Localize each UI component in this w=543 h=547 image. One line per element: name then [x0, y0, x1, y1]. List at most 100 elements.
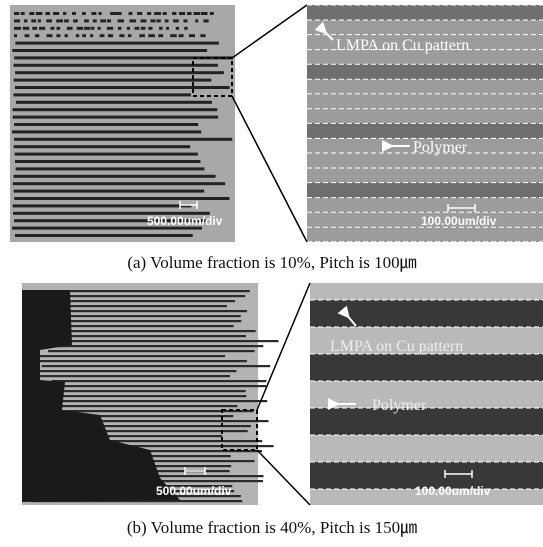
stripe — [100, 34, 105, 37]
stripe — [34, 375, 230, 377]
stripe — [159, 27, 163, 30]
stripe — [14, 27, 21, 30]
stripe — [117, 12, 122, 15]
stripe — [46, 330, 256, 332]
stripe — [42, 365, 271, 367]
stripe — [34, 405, 237, 407]
scale-label: 100.00um/div — [415, 484, 491, 498]
stripe — [15, 153, 198, 156]
page: 500.00um/div LMPA on Cu pattern Polymer … — [0, 0, 543, 547]
stripe — [157, 19, 161, 22]
stripe — [91, 27, 94, 30]
stripe — [31, 19, 36, 22]
stripe — [158, 34, 163, 37]
figure: 500.00um/div LMPA on Cu pattern Polymer … — [0, 0, 543, 547]
stripe — [28, 360, 247, 362]
stripe — [56, 19, 63, 22]
band — [310, 408, 543, 435]
stripe — [14, 34, 17, 37]
zoom-line — [257, 450, 310, 505]
stripe — [56, 34, 60, 37]
stripe — [200, 34, 205, 37]
stripe — [15, 234, 193, 237]
stripe — [25, 34, 30, 37]
stripe — [141, 19, 147, 22]
stripe — [73, 19, 78, 22]
stripe — [118, 27, 122, 30]
stripe — [176, 27, 179, 30]
stripe — [91, 12, 96, 15]
stripe — [39, 27, 45, 30]
stripe — [82, 34, 86, 37]
stripe — [76, 34, 79, 37]
annotation: Polymer — [413, 139, 468, 156]
stripe — [72, 12, 76, 15]
caption: (b) Volume fraction is 40%, Pitch is 150… — [127, 518, 417, 538]
stripe — [166, 27, 169, 30]
stripe — [98, 12, 101, 15]
stripe — [14, 138, 232, 141]
stripe — [32, 390, 245, 392]
stripe — [53, 400, 267, 402]
annotation: Polymer — [372, 397, 427, 414]
stripe — [47, 34, 53, 37]
band — [310, 300, 543, 327]
stripe — [12, 130, 201, 133]
stripe — [63, 12, 66, 15]
stripe — [23, 27, 29, 30]
stripe — [13, 93, 190, 96]
stripe — [45, 12, 50, 15]
zoom-line — [232, 96, 307, 242]
band — [307, 5, 543, 20]
scale-label: 500.00um/div — [156, 484, 232, 498]
stripe — [107, 19, 111, 22]
stripe — [14, 79, 212, 82]
stripe — [110, 12, 117, 15]
stripe — [135, 27, 140, 30]
stripe — [36, 12, 43, 15]
stripe — [189, 34, 195, 37]
stripe — [50, 27, 54, 30]
stripe — [16, 101, 212, 104]
stripe — [67, 27, 73, 30]
stripe — [50, 315, 241, 317]
stripe — [13, 182, 225, 185]
stripe — [13, 204, 192, 207]
stripe — [14, 190, 204, 193]
stripe — [14, 175, 216, 178]
stripe — [108, 34, 113, 37]
stripe — [14, 64, 218, 67]
annotation: LMPA on Cu pattern — [330, 338, 463, 355]
stripe — [119, 34, 124, 37]
stripe — [13, 116, 218, 119]
stripe — [48, 385, 266, 387]
stripe — [12, 49, 207, 52]
stripe — [84, 19, 89, 22]
stripe — [15, 86, 230, 89]
stripe — [32, 370, 236, 372]
stripe — [147, 12, 151, 15]
stripe — [172, 12, 176, 15]
stripe — [52, 380, 267, 382]
stripe — [141, 27, 145, 30]
stripe — [21, 12, 25, 15]
zoom-line — [232, 5, 307, 58]
stripe — [128, 34, 131, 37]
stripe — [24, 19, 28, 22]
stripe — [129, 19, 136, 22]
scale-label: 100.00um/div — [421, 214, 497, 228]
stripe — [51, 295, 245, 297]
stripe — [170, 34, 177, 37]
zoom-line — [257, 283, 310, 410]
stripe — [148, 27, 152, 30]
stripe — [137, 12, 142, 15]
stripe — [65, 34, 68, 37]
band — [307, 64, 543, 79]
stripe — [203, 19, 208, 22]
stripe — [139, 34, 145, 37]
stripe — [38, 19, 41, 22]
stripe — [90, 34, 93, 37]
stripe — [77, 27, 83, 30]
stripe — [27, 355, 225, 357]
stripe — [107, 27, 113, 30]
